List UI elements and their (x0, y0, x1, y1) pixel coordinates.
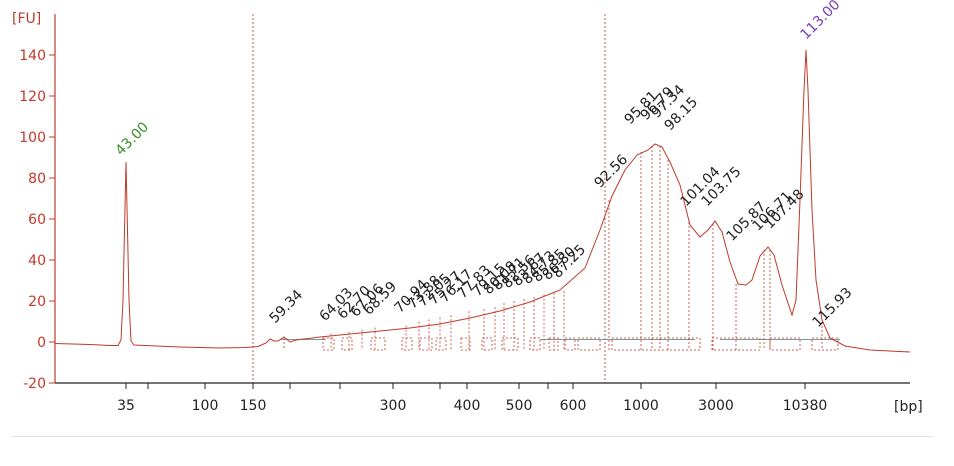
peak-label: 92.56 (592, 152, 632, 192)
y-tick-label: 0 (37, 335, 46, 351)
peak-region-box (611, 337, 701, 351)
marker-label: 113.00 (798, 0, 844, 43)
x-tick-label: 35 (117, 398, 135, 414)
peak-drop-lines (283, 146, 823, 350)
peak-region-box (529, 337, 541, 351)
peak-region-box (577, 337, 601, 351)
signal-trace (54, 49, 911, 353)
peak-region-box (501, 337, 519, 351)
x-tick-label: 600 (560, 398, 587, 414)
y-tick-label: 80 (28, 171, 46, 187)
peak-region-box (548, 337, 559, 351)
peak-region-box (481, 337, 493, 351)
peak-labels: 59.34 64.0362.7067.0668.5970.9473.8872.05… (267, 82, 856, 331)
x-axis-unit: [bp] (894, 399, 923, 415)
peak-label: 59.34 (267, 287, 307, 327)
y-tick-label: 140 (19, 48, 46, 64)
peak-region-box (460, 337, 471, 351)
y-tick-label: 120 (19, 89, 46, 105)
peak-label: 115.93 (810, 285, 856, 331)
y-tick-label: -20 (23, 376, 46, 392)
x-tick-label: 1000 (623, 398, 659, 414)
axes (54, 14, 910, 384)
peak-region-box (341, 337, 353, 351)
peak-region-box (401, 337, 413, 351)
marker-label: 43.00 (113, 119, 153, 159)
region-divider-lines (252, 14, 606, 383)
y-tick-label: 40 (28, 253, 46, 269)
peak-region-boxes (322, 337, 839, 351)
peak-region-box (322, 337, 335, 351)
y-tick-label: 60 (28, 212, 46, 228)
y-tick-label: 100 (19, 130, 46, 146)
marker-labels: 43.00 113.00 (113, 0, 844, 159)
x-tick-label: 3000 (698, 398, 734, 414)
x-tick-label: 150 (240, 398, 267, 414)
peak-region-box (370, 337, 386, 351)
y-axis-unit: [FU] (12, 11, 41, 27)
panel-bottom-edge (12, 436, 934, 437)
peak-region-box (435, 337, 447, 351)
x-tick-label: 10380 (783, 398, 828, 414)
y-tick-label: 20 (28, 294, 46, 310)
x-tick-label: 300 (380, 398, 407, 414)
y-axis-ticks: -20 0 20 40 60 80 100 120 140 (19, 48, 55, 392)
x-tick-label: 100 (192, 398, 219, 414)
x-tick-label: 400 (454, 398, 481, 414)
peak-region-box (811, 337, 839, 351)
peak-region-box (564, 337, 576, 351)
x-axis-ticks: 35 100 150 300 400 500 600 1000 3000 10380 (117, 383, 827, 414)
peak-region-box (419, 337, 433, 351)
x-tick-label: 500 (506, 398, 533, 414)
